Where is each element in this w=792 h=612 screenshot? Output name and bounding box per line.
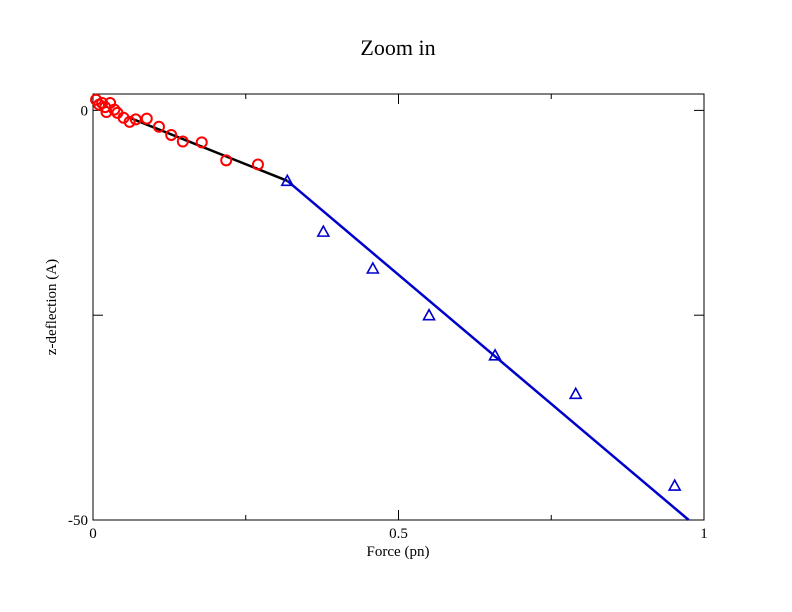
y-tick-label: 0: [81, 103, 89, 119]
circle-marker: [123, 115, 136, 128]
fit-lines: [129, 116, 690, 521]
circle-marker: [140, 112, 153, 125]
chart-title: Zoom in: [360, 35, 435, 60]
circle-marker: [195, 136, 208, 149]
y-tick-label: -50: [68, 513, 88, 529]
circle-marker: [220, 154, 233, 167]
tick-labels: 0 0.5 10-50: [68, 103, 708, 542]
triangle-marker: [280, 173, 295, 187]
triangle-marker: [365, 261, 380, 274]
x-axis-label: Force (pn): [367, 544, 430, 560]
triangle-marker: [488, 348, 502, 361]
triangle-marker: [568, 386, 583, 400]
triangle-marker: [667, 478, 682, 491]
circle-marker: [176, 135, 189, 148]
circle-marker: [129, 113, 142, 126]
triangle-marker: [422, 308, 436, 321]
circle-marker: [251, 158, 264, 171]
x-tick-label: 0: [89, 526, 97, 542]
fit-line: [286, 179, 690, 521]
circle-marker: [165, 128, 178, 141]
y-axis-label: z-deflection (A): [44, 259, 60, 355]
x-tick-label: 1: [700, 526, 708, 542]
circle-marker: [108, 103, 121, 116]
circle-marker: [152, 120, 165, 133]
data-markers: [90, 93, 682, 491]
fit-line: [129, 116, 288, 182]
x-tick-label: 0.5: [389, 526, 408, 542]
triangle-marker: [316, 224, 331, 237]
axis-ticks: [92, 94, 705, 521]
